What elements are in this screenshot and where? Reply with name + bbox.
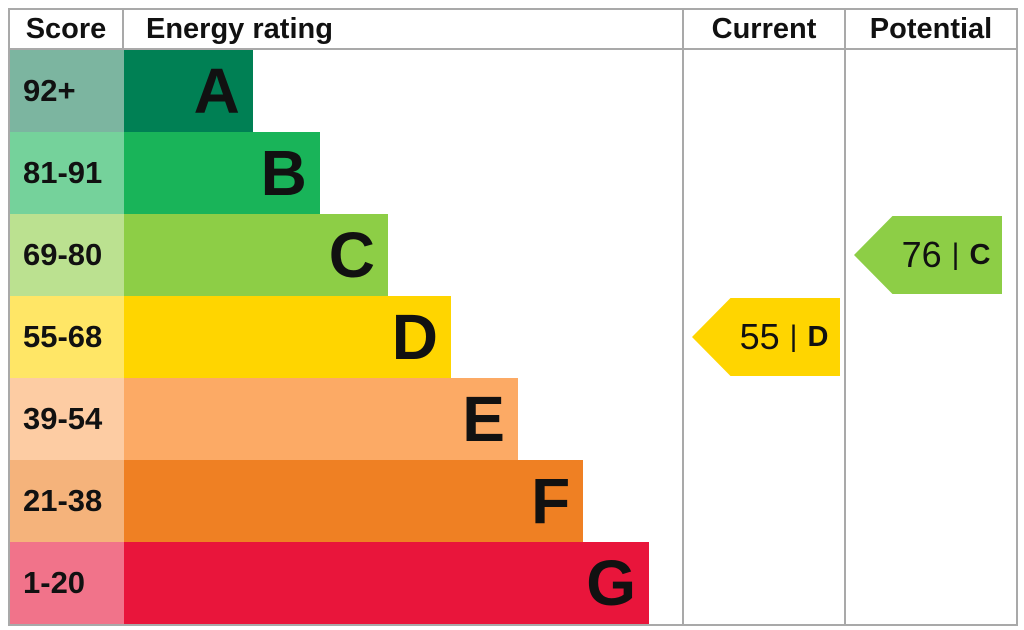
rating-letter-f: F [531,465,571,537]
potential-score-value: 76 [901,234,942,275]
rating-letter-a: A [193,55,240,127]
score-range-d: 55-68 [10,296,124,378]
band-row-g: 1-20 G [10,542,682,624]
rating-bar-e: E [124,378,518,460]
band-row-c: 69-80 C [10,214,682,296]
score-range-a: 92+ [10,50,124,132]
bar-track-f: F [124,460,682,542]
current-separator: | [789,320,798,353]
potential-rating-arrow: 76 | C [854,216,1002,294]
score-range-f: 21-38 [10,460,124,542]
potential-separator: | [951,238,960,271]
score-range-e: 39-54 [10,378,124,460]
rating-letter-e: E [462,383,505,455]
epc-rating-chart: Score Energy rating Current Potential 92… [8,8,1018,626]
rating-bar-c: C [124,214,388,296]
rating-bar-a: A [124,50,253,132]
rating-letter-d: D [391,301,438,373]
potential-rating-letter: C [969,238,991,271]
bar-track-g: G [124,542,682,624]
current-rating-arrow: 55 | D [692,298,840,376]
rating-letter-c: C [328,219,375,291]
band-row-e: 39-54 E [10,378,682,460]
rating-bar-g: G [124,542,650,624]
score-range-b: 81-91 [10,132,124,214]
potential-column: 76 | C [844,50,1016,624]
current-score-value: 55 [739,316,780,357]
current-column-header: Current [682,10,844,48]
bar-track-b: B [124,132,682,214]
energy-rating-column-header: Energy rating [146,12,333,45]
chart-body: 92+ A 81-91 B 69-80 C 55-68 D 39-54 E 21-38 F 1-20 G … [10,50,1016,624]
score-range-g: 1-20 [10,542,124,624]
rating-letter-b: B [260,137,307,209]
bar-track-c: C [124,214,682,296]
band-row-b: 81-91 B [10,132,682,214]
band-row-f: 21-38 F [10,460,682,542]
rating-letter-g: G [586,547,637,619]
bar-track-e: E [124,378,682,460]
rating-bar-d: D [124,296,451,378]
score-column-header: Score [10,10,124,48]
chart-header-row: Score Energy rating Current Potential [10,10,1016,50]
current-column: 55 | D [682,50,844,624]
band-row-d: 55-68 D [10,296,682,378]
current-rating-letter: D [807,320,829,353]
bar-track-d: D [124,296,682,378]
score-range-c: 69-80 [10,214,124,296]
rating-bar-b: B [124,132,320,214]
bar-track-a: A [124,50,682,132]
potential-column-header: Potential [844,10,1016,48]
rating-bar-f: F [124,460,584,542]
bands-area: 92+ A 81-91 B 69-80 C 55-68 D 39-54 E 21-38 F 1-20 G [10,50,682,624]
band-row-a: 92+ A [10,50,682,132]
